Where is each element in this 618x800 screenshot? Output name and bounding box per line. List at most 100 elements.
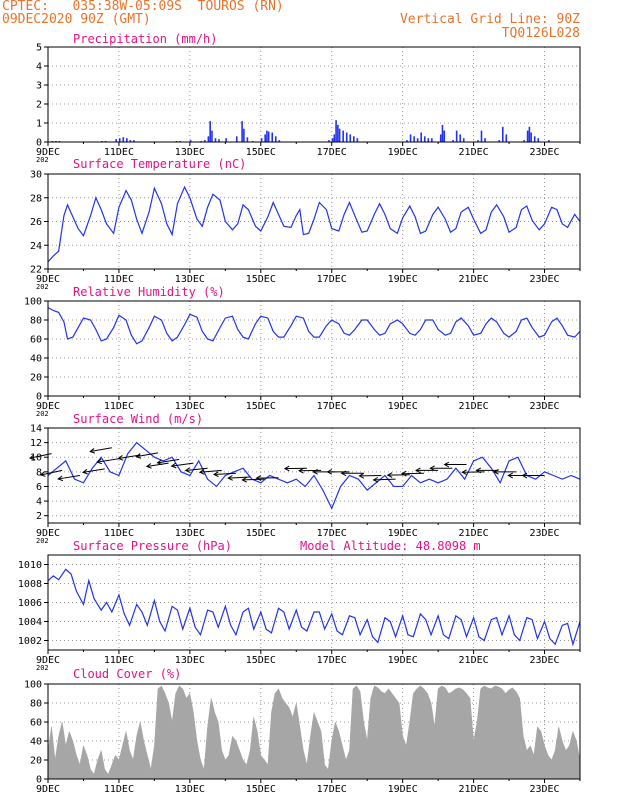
humidity-title: Relative Humidity (%) <box>73 285 225 299</box>
wind-vector <box>400 470 424 477</box>
wind-vector <box>241 476 265 483</box>
x-tick-label: 23DEC <box>529 655 559 666</box>
y-tick-label: 20 <box>30 756 42 767</box>
wind-vector-head <box>415 467 421 474</box>
x-tick-label: 19DEC <box>388 147 418 158</box>
wind-vector-shaft <box>373 478 396 481</box>
precip-bar <box>441 124 444 142</box>
wind-vector-head <box>358 472 365 479</box>
wind-vector <box>156 458 180 466</box>
y-tick-label: 60 <box>30 335 42 346</box>
wind-vector <box>461 469 485 475</box>
y-tick-label: 2 <box>36 100 42 111</box>
wind-vector-shaft <box>40 469 63 476</box>
x-tick-label: 9DEC <box>36 784 60 795</box>
wind-vector-head <box>493 469 499 475</box>
precipitation-title: Precipitation (mm/h) <box>73 32 218 46</box>
wind-vector-shaft <box>118 454 141 459</box>
precip-bar <box>501 126 504 142</box>
precip-bar <box>455 130 458 142</box>
x-tick-label: 9DEC <box>36 274 60 285</box>
wind-vector-head <box>156 459 163 466</box>
x-tick-label: 15DEC <box>246 655 276 666</box>
wind-vector <box>386 472 410 478</box>
x-tick-label: 15DEC <box>246 401 276 412</box>
wind-vector-head <box>372 476 379 483</box>
year-label: 202 <box>36 410 49 418</box>
x-tick-label: 23DEC <box>529 784 559 795</box>
precip-bar <box>333 134 336 142</box>
precip-bar <box>406 140 408 142</box>
wind-vector-shaft <box>146 462 169 468</box>
precip-bar <box>477 140 479 142</box>
precip-bar <box>427 138 430 142</box>
precip-bar <box>328 140 330 142</box>
y-tick-label: 14 <box>30 424 42 435</box>
precip-bar <box>225 138 227 142</box>
precip-bar <box>484 138 486 142</box>
wind-vector <box>493 469 517 475</box>
precip-bar <box>267 131 270 142</box>
y-tick-label: 8 <box>36 467 42 478</box>
x-tick-label: 17DEC <box>317 655 347 666</box>
x-tick-label: 23DEC <box>529 147 559 158</box>
wind-vector <box>212 471 236 478</box>
y-tick-label: 1004 <box>18 617 42 628</box>
precip-bar <box>533 136 536 142</box>
precip-bar <box>209 121 211 142</box>
precip-bar <box>243 128 245 142</box>
plot-frame <box>47 427 581 524</box>
x-tick-label: 13DEC <box>175 274 205 285</box>
y-tick-label: 30 <box>30 170 42 181</box>
wind-vector-head <box>29 454 35 461</box>
precip-bar <box>530 132 532 142</box>
wind-vector <box>443 461 467 468</box>
x-tick-label: 17DEC <box>317 147 347 158</box>
header-line-2: 09DEC2020 90Z (GMT) <box>2 12 151 27</box>
wind-vector-head <box>312 469 318 475</box>
precip-bar <box>505 134 508 142</box>
precip-bar <box>548 140 550 142</box>
cloud-cover-panel: 0 20 40 60 80 100 9DEC 11DEC 13DEC 15DEC 17DEC 19DE… <box>24 667 581 795</box>
humidity-line <box>47 307 581 345</box>
precip-bar <box>337 124 339 142</box>
wind-vector-head <box>145 463 152 469</box>
y-tick-label: 1002 <box>18 636 42 647</box>
precip-bar <box>431 138 433 142</box>
cloud-cover-area <box>47 685 581 780</box>
precip-bar <box>349 134 352 142</box>
y-tick-label: 24 <box>30 241 42 252</box>
wind-vector-head <box>400 470 407 477</box>
x-tick-label: 15DEC <box>246 274 276 285</box>
precip-bar <box>416 138 419 142</box>
wind-vector <box>198 469 222 475</box>
wind-vector <box>184 467 208 473</box>
plot-frame <box>47 46 581 143</box>
year-label: 202 <box>36 664 49 672</box>
wind-vector <box>372 476 396 483</box>
x-tick-label: 21DEC <box>459 784 489 795</box>
precip-bar <box>420 132 422 142</box>
wind-vector <box>135 452 159 459</box>
wind-vector <box>326 469 350 475</box>
wind-vector-shaft <box>171 462 194 467</box>
precip-bar <box>498 140 501 142</box>
pressure-line <box>47 568 581 647</box>
y-tick-label: 12 <box>30 438 42 449</box>
wind-vector-shaft <box>97 458 120 463</box>
precip-bar <box>452 140 454 142</box>
x-tick-label: 11DEC <box>104 274 134 285</box>
wind-vector-shaft <box>90 447 112 453</box>
wind-vector-shaft <box>242 478 265 481</box>
temperature-title: Surface Temperature (nC) <box>73 157 246 171</box>
x-tick-label: 11DEC <box>104 528 134 539</box>
temperature-panel: 22 24 26 28 30 9DEC 11DEC 13DEC 15DEC 17DEC 19DEC 2… <box>30 157 581 291</box>
temperature-line <box>47 185 581 263</box>
precip-bar <box>409 134 412 142</box>
precip-bar <box>459 134 462 142</box>
x-tick-label: 11DEC <box>104 655 134 666</box>
wind-vector-head <box>89 448 96 454</box>
plot-frame <box>47 300 581 397</box>
header-code: TQ0126L028 <box>501 26 580 41</box>
